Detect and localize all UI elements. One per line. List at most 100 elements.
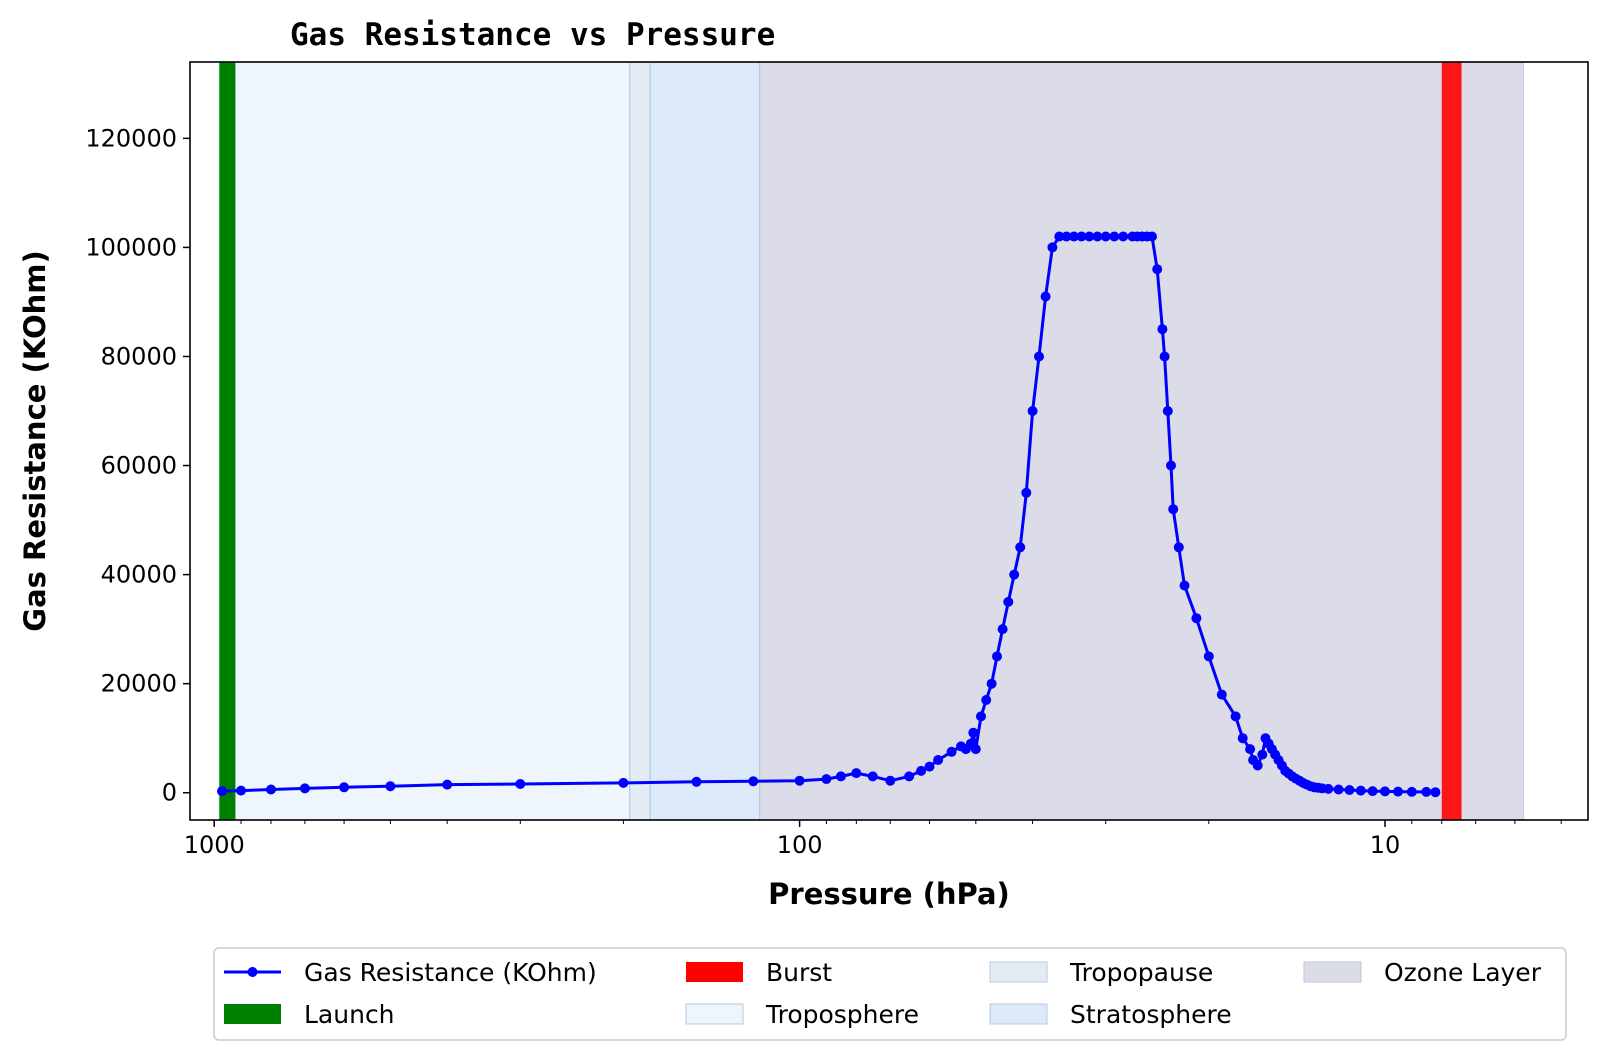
- data-point: [385, 781, 396, 792]
- data-point: [1092, 231, 1103, 242]
- data-point: [794, 775, 805, 786]
- data-point: [1162, 406, 1173, 416]
- data-point: [1015, 542, 1026, 553]
- legend-label-tropopause: Tropopause: [1069, 958, 1213, 987]
- data-point: [1367, 786, 1378, 797]
- x-tick-label: 1000: [184, 831, 245, 859]
- plot-area-frame: [189, 61, 1589, 821]
- legend-swatch-troposphere: [685, 1003, 744, 1025]
- data-point: [1157, 324, 1168, 335]
- data-point: [1191, 613, 1202, 624]
- data-point: [1159, 351, 1170, 362]
- data-point: [904, 771, 915, 782]
- data-point: [1430, 787, 1441, 798]
- data-point: [1021, 487, 1032, 498]
- data-point: [986, 678, 997, 689]
- data-point: [1118, 231, 1129, 242]
- region-span-ozone-layer: [759, 61, 1525, 821]
- y-axis-label: Gas Resistance (KOhm): [18, 250, 52, 631]
- region-spans: [218, 61, 1525, 821]
- data-point: [1173, 542, 1184, 553]
- data-point: [981, 695, 992, 705]
- data-point: [1230, 711, 1241, 722]
- data-point: [1061, 231, 1072, 242]
- y-tick-label: 0: [162, 779, 177, 807]
- data-point: [970, 744, 981, 755]
- data-point: [266, 784, 276, 795]
- data-point: [1076, 231, 1087, 242]
- data-point: [835, 771, 846, 782]
- data-point: [236, 785, 246, 796]
- data-point: [968, 727, 979, 738]
- data-point: [885, 775, 896, 786]
- data-point: [442, 779, 453, 790]
- data-point: [997, 624, 1008, 635]
- data-point: [1179, 580, 1190, 591]
- data-point: [1168, 504, 1179, 515]
- region-span-troposphere: [218, 61, 631, 821]
- x-axis-label: Pressure (hPa): [768, 877, 1010, 911]
- data-point: [1047, 242, 1058, 253]
- data-point: [976, 711, 986, 722]
- y-tick-label: 100000: [85, 233, 177, 261]
- legend-label-burst: Burst: [766, 958, 832, 987]
- data-series: [217, 231, 1441, 798]
- chart-title: Gas Resistance vs Pressure: [290, 17, 775, 53]
- data-point: [1355, 785, 1366, 796]
- data-point: [1203, 651, 1214, 662]
- data-point: [1147, 231, 1157, 242]
- data-point: [339, 782, 350, 793]
- data-point: [1084, 231, 1095, 242]
- legend-swatch-ozone-layer: [1303, 961, 1362, 983]
- legend-swatch-burst: [686, 962, 743, 982]
- data-point: [1040, 291, 1051, 302]
- data-point: [1421, 786, 1432, 797]
- data-point: [217, 786, 227, 797]
- legend-marker-gas-resistance-kohm: [247, 967, 258, 977]
- data-point: [1009, 569, 1020, 580]
- data-point: [851, 768, 862, 779]
- data-point: [1344, 785, 1355, 795]
- data-point: [748, 776, 759, 787]
- data-point: [867, 771, 878, 782]
- legend-box: [213, 947, 1567, 1041]
- data-point: [1100, 231, 1111, 242]
- region-span-stratosphere: [649, 61, 761, 821]
- data-point: [1237, 733, 1248, 744]
- legend: Gas Resistance (KOhm) Launch Burst Troposph…: [213, 947, 1567, 1041]
- legend-swatch-stratosphere: [989, 1003, 1048, 1025]
- data-point: [992, 651, 1002, 662]
- data-point: [1152, 264, 1163, 275]
- legend-label-troposphere: Troposphere: [765, 1000, 919, 1029]
- y-tick-label: 20000: [101, 670, 177, 698]
- data-point: [1109, 231, 1120, 242]
- data-point: [946, 746, 957, 757]
- data-point: [691, 776, 702, 787]
- data-point: [916, 765, 927, 776]
- legend-label-gas-resistance-kohm: Gas Resistance (KOhm): [304, 958, 597, 987]
- data-point: [299, 783, 310, 794]
- data-point: [1257, 749, 1268, 760]
- y-tick-label: 120000: [85, 124, 177, 152]
- legend-label-launch: Launch: [304, 1000, 395, 1029]
- data-point: [933, 755, 944, 765]
- data-point: [1034, 351, 1044, 362]
- region-span-tropopause: [629, 61, 651, 821]
- region-band-launch: [219, 62, 236, 820]
- data-point: [1323, 783, 1334, 794]
- axis-ticks: 0 20000 40000 60000 80000 100000 120000 1000 100…: [85, 124, 1562, 859]
- data-point: [924, 761, 935, 772]
- data-point: [821, 774, 832, 785]
- data-point: [1252, 760, 1263, 771]
- data-point: [1216, 689, 1227, 700]
- legend-label-ozone-layer: Ozone Layer: [1384, 958, 1542, 987]
- data-point: [1333, 784, 1344, 795]
- legend-label-stratosphere: Stratosphere: [1070, 1000, 1232, 1029]
- data-point: [1380, 786, 1390, 797]
- data-point: [1027, 406, 1038, 416]
- data-point: [1166, 460, 1176, 471]
- data-point: [1406, 786, 1417, 797]
- x-tick-label: 10: [1370, 831, 1401, 859]
- region-band-burst: [1441, 62, 1462, 820]
